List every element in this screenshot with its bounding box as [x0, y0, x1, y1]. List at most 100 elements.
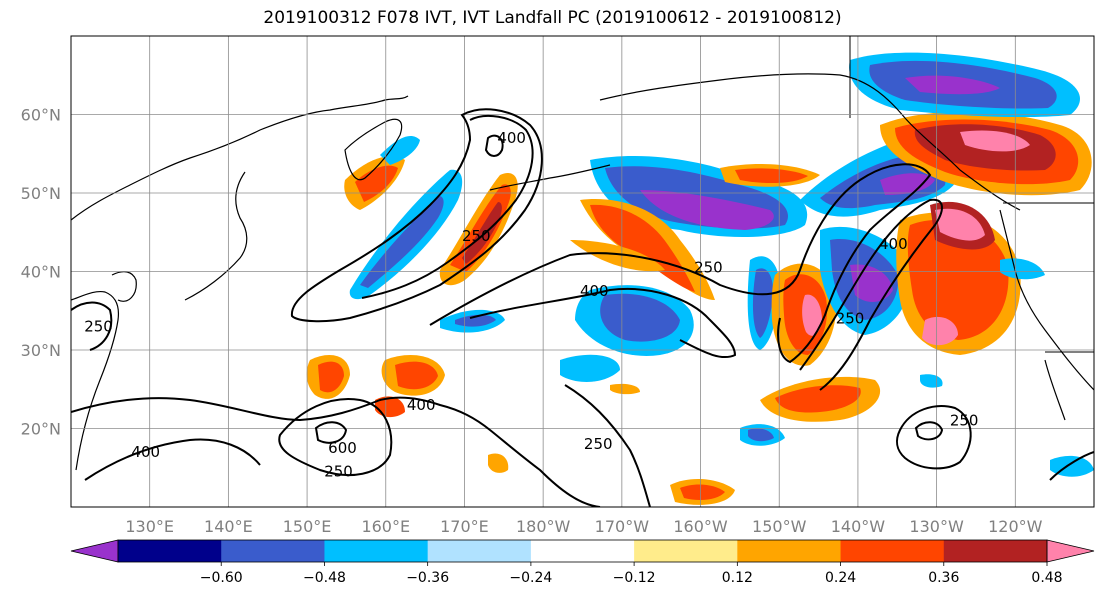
coastline-asia — [71, 95, 409, 221]
pc-positive-region — [395, 361, 438, 390]
pc-positive-region — [802, 294, 822, 336]
contour-label: 250 — [584, 435, 613, 453]
pc-negative-region — [560, 354, 620, 382]
pc-positive-region — [775, 385, 861, 413]
lon-tick-label: 150°E — [283, 517, 332, 536]
ivt-contour — [314, 421, 348, 444]
lon-tick-label: 160°W — [673, 517, 728, 536]
map-frame — [70, 35, 1095, 508]
figure-title: 2019100312 F078 IVT, IVT Landfall PC (20… — [263, 8, 842, 28]
contour-label: 250 — [836, 310, 865, 328]
pc-negative-region — [360, 196, 444, 288]
ivt-contour — [564, 384, 651, 507]
pc-positive-region — [735, 168, 808, 184]
pc-positive-region — [590, 204, 695, 292]
ivt-contour — [1049, 451, 1094, 481]
ivt-contour — [429, 163, 932, 364]
contour-label: 250 — [324, 463, 353, 481]
colorbar-tick-label: −0.48 — [303, 570, 346, 586]
colorbar-segment — [324, 540, 429, 562]
coastline-alaska — [599, 73, 1021, 211]
contour-label: 400 — [497, 129, 526, 147]
colorbar-segment — [840, 540, 945, 562]
pc-positive-region — [318, 361, 344, 393]
lat-tick-label: 60°N — [21, 106, 61, 125]
contour-label: 400 — [131, 443, 160, 461]
coastline-korea — [111, 271, 137, 302]
pc-positive-region — [680, 484, 725, 500]
coastline-china — [71, 290, 120, 471]
contour-label: 250 — [462, 227, 491, 245]
colorbar — [70, 539, 1095, 566]
ivt-contour — [84, 438, 261, 481]
colorbar-tick-label: −0.36 — [406, 570, 449, 586]
pc-negative-region — [748, 428, 774, 442]
pc-negative-region — [640, 190, 774, 230]
colorbar-tick-label: 0.36 — [928, 570, 959, 586]
pc-positive-region — [375, 396, 405, 418]
pc-positive-region — [960, 130, 1030, 152]
colorbar-segment — [530, 540, 635, 562]
colorbar-tick-label: −0.12 — [613, 570, 656, 586]
ivt-contour — [361, 114, 534, 299]
contour-label: 600 — [328, 439, 357, 457]
pc-negative-region — [752, 268, 774, 338]
pc-positive-region — [570, 240, 665, 272]
pc-negative-region — [880, 173, 935, 195]
coastline-baja — [1044, 359, 1066, 421]
lat-tick-label: 30°N — [21, 341, 61, 360]
colorbar-tick-label: 0.12 — [722, 570, 753, 586]
ivt-contour — [799, 198, 943, 391]
pc-negative-region — [1000, 258, 1045, 280]
ivt-contour — [914, 421, 944, 441]
colorbar-tick-label: −0.60 — [200, 570, 243, 586]
lon-tick-label: 160°E — [361, 517, 410, 536]
longitude-labels: 130°E 140°E 150°E 160°E 170°E 180°W 170°W 160°W… — [125, 517, 1042, 536]
ivt-contour — [896, 405, 972, 470]
coastline-japan — [184, 171, 248, 301]
pc-positive-region — [907, 219, 1009, 340]
contour-label: 250 — [84, 317, 113, 335]
colorbar-segment — [118, 540, 222, 562]
pc-positive-region — [610, 383, 640, 395]
contour-labels: 400 250 250 400 400 250 250 400 600 250 400 250 250 — [84, 129, 979, 481]
borders — [849, 36, 1094, 353]
lon-tick-label: 130°E — [125, 517, 174, 536]
coastlines — [71, 73, 1094, 471]
colorbar-segment — [634, 540, 738, 562]
colorbar-segment — [737, 540, 842, 562]
colorbar-segment — [943, 540, 1048, 562]
colorbar-segment — [221, 540, 325, 562]
pc-positive-region — [922, 316, 958, 346]
contour-label: 250 — [950, 412, 979, 430]
colorbar-segment — [427, 540, 532, 562]
colorbar-tick-label: 0.24 — [825, 570, 856, 586]
colorbar-tick-label: −0.24 — [509, 570, 552, 586]
ivt-contour — [71, 396, 601, 507]
lon-tick-label: 120°W — [988, 517, 1043, 536]
gridlines — [71, 36, 1094, 507]
contour-label: 250 — [694, 259, 723, 277]
lon-tick-label: 140°W — [831, 517, 886, 536]
pc-negative-region — [905, 75, 1000, 95]
pc-negative-region — [600, 293, 680, 342]
colorbar-extend-max — [1046, 539, 1095, 563]
lon-tick-label: 180°W — [516, 517, 571, 536]
lat-tick-label: 50°N — [21, 184, 61, 203]
lon-tick-label: 130°W — [909, 517, 964, 536]
lon-tick-label: 170°W — [595, 517, 650, 536]
contour-label: 400 — [879, 235, 908, 253]
colorbar-tick-label: 0.48 — [1031, 570, 1062, 586]
lat-tick-label: 20°N — [21, 420, 61, 439]
ivt-contour — [469, 288, 737, 359]
colorbar-outline — [117, 539, 1048, 563]
colorbar-extend-min — [70, 539, 119, 563]
ivt-contour — [71, 301, 113, 351]
ivt-contours — [71, 108, 1094, 507]
contour-label: 400 — [580, 282, 609, 300]
pc-positive-region — [488, 453, 509, 473]
coastline-aleutians — [489, 164, 611, 191]
pc-positive-region — [462, 202, 502, 264]
contour-label: 400 — [407, 396, 436, 414]
